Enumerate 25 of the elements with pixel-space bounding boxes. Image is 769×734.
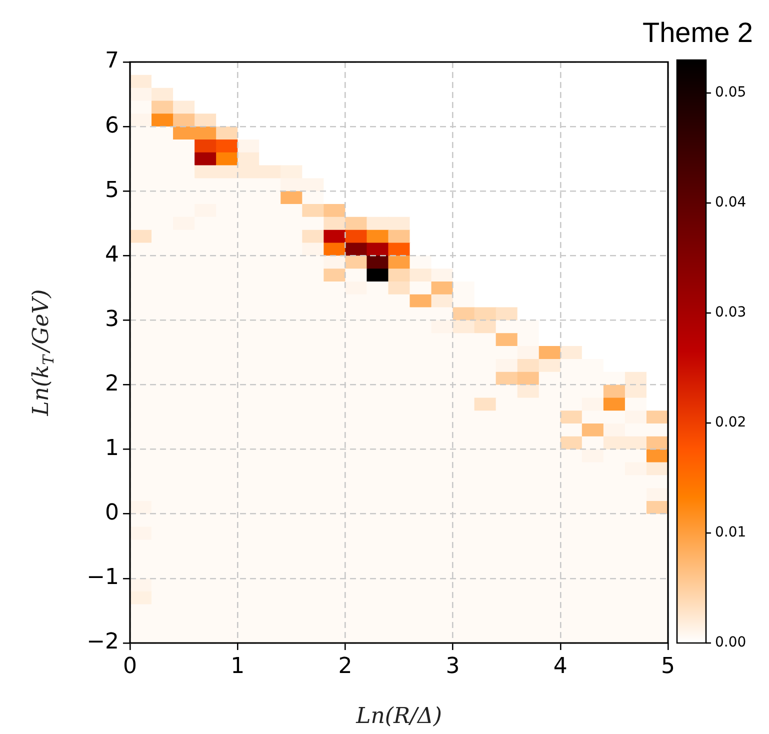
y-tick-label: −1 (86, 565, 119, 590)
y-tick-label: 6 (105, 113, 119, 138)
chart-title: Theme 2 (642, 17, 753, 48)
x-tick-label: 1 (230, 654, 245, 679)
y-tick-label: −2 (86, 630, 119, 655)
x-tick-label: 3 (446, 654, 460, 679)
y-tick-label: 7 (105, 48, 119, 74)
y-axis-title: Ln(kT/GeV) (29, 289, 58, 417)
y-tick-label: 3 (105, 306, 119, 332)
y-tick-label: 1 (105, 436, 119, 462)
x-tick-label: 5 (661, 654, 675, 679)
y-tick-label: 0 (105, 500, 119, 526)
y-tick-label: 4 (105, 242, 119, 268)
x-tick-label: 0 (123, 654, 137, 679)
color-bar-label: 0.00 (715, 634, 746, 651)
color-bar-label: 0.01 (715, 524, 746, 541)
x-tick-label: 2 (338, 654, 352, 679)
y-tick-label: 5 (105, 178, 119, 203)
y-tick-label: 2 (105, 371, 119, 396)
color-bar-label: 0.04 (715, 194, 746, 211)
color-bar-label: 0.02 (715, 414, 746, 431)
color-bar-label: 0.05 (715, 84, 746, 101)
color-bar-label: 0.03 (715, 304, 746, 321)
x-tick-label: 4 (553, 654, 568, 679)
x-axis-title: Ln(R/Δ) (355, 704, 442, 729)
